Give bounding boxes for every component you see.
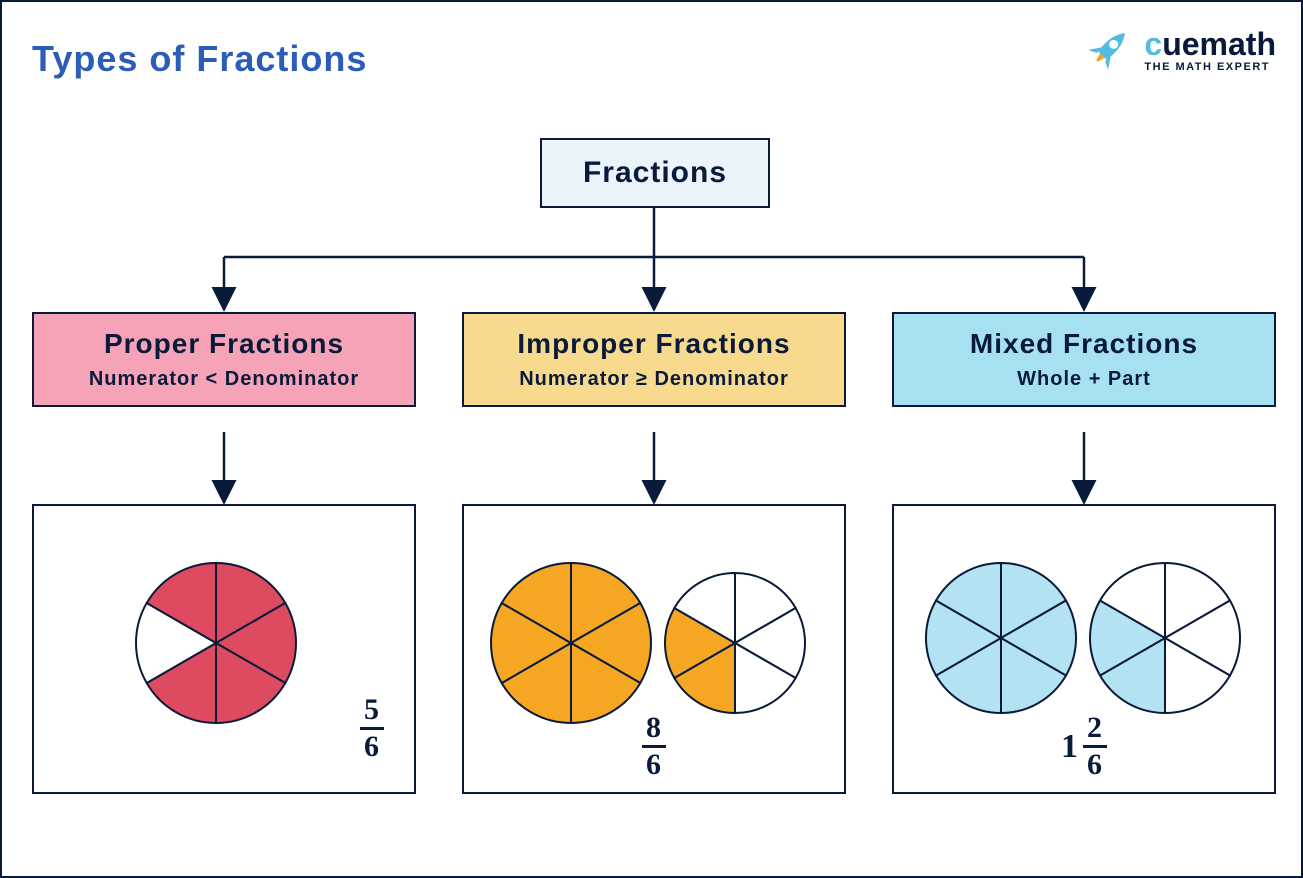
example-mixed-pies bbox=[924, 561, 1242, 715]
pie-chart-icon bbox=[134, 561, 298, 725]
frac-num: 8 bbox=[642, 713, 666, 748]
node-mixed-title: Mixed Fractions bbox=[904, 328, 1264, 360]
example-mixed-fraction: 1 2 6 bbox=[1061, 713, 1107, 780]
example-proper-fraction: 5 6 bbox=[360, 695, 384, 762]
node-proper: Proper Fractions Numerator < Denominator bbox=[32, 312, 416, 407]
example-mixed: 1 2 6 bbox=[892, 504, 1276, 794]
example-proper-pies bbox=[134, 561, 298, 725]
mixed-whole: 1 bbox=[1061, 728, 1079, 766]
node-improper-title: Improper Fractions bbox=[474, 328, 834, 360]
node-improper: Improper Fractions Numerator ≥ Denominat… bbox=[462, 312, 846, 407]
pie-chart-icon bbox=[924, 561, 1078, 715]
frac-num: 5 bbox=[360, 695, 384, 730]
example-proper: 5 6 bbox=[32, 504, 416, 794]
node-mixed: Mixed Fractions Whole + Part bbox=[892, 312, 1276, 407]
node-proper-sub: Numerator < Denominator bbox=[44, 368, 404, 391]
node-proper-title: Proper Fractions bbox=[44, 328, 404, 360]
example-improper-pies bbox=[489, 561, 807, 725]
tree-arrows bbox=[2, 2, 1303, 522]
pie-chart-icon bbox=[1088, 561, 1242, 715]
diagram-container: Types of Fractions cuemath THE MATH EXPE… bbox=[0, 0, 1303, 878]
frac-den: 6 bbox=[364, 730, 380, 762]
example-improper: 8 6 bbox=[462, 504, 846, 794]
pie-chart-icon bbox=[663, 571, 807, 715]
example-improper-fraction: 8 6 bbox=[642, 713, 666, 780]
frac-den: 6 bbox=[646, 748, 662, 780]
frac-den: 6 bbox=[1087, 748, 1103, 780]
frac-num: 2 bbox=[1083, 713, 1107, 748]
node-mixed-sub: Whole + Part bbox=[904, 368, 1264, 391]
node-improper-sub: Numerator ≥ Denominator bbox=[474, 368, 834, 391]
pie-chart-icon bbox=[489, 561, 653, 725]
